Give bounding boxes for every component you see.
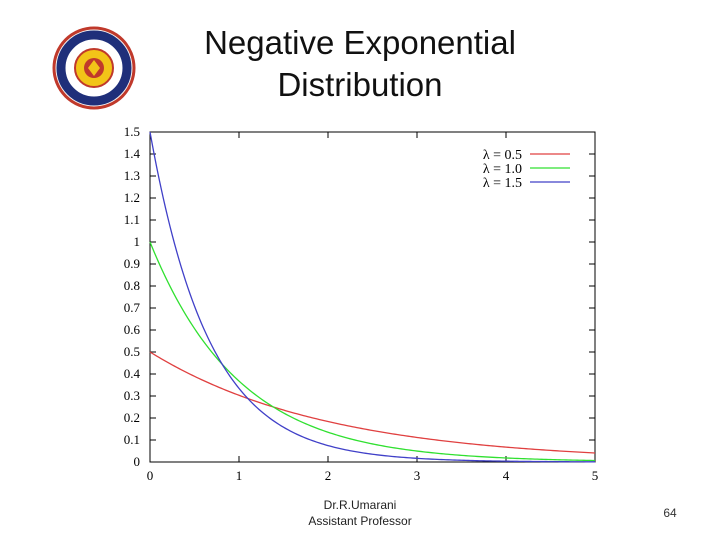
y-tick-label: 1.2 xyxy=(124,190,140,205)
slide-title-line-2: Distribution xyxy=(277,66,443,103)
axis-ticks xyxy=(149,131,596,463)
y-tick-label: 1.1 xyxy=(124,212,140,227)
y-tick-label: 1.5 xyxy=(124,124,140,139)
y-tick-label: 0.2 xyxy=(124,410,140,425)
slide-footer: Dr.R.Umarani Assistant Professor xyxy=(250,497,470,529)
series-line-3 xyxy=(149,131,596,463)
y-tick-label: 0.7 xyxy=(124,300,141,315)
y-tick-label: 0.4 xyxy=(124,366,141,381)
x-tick-label: 5 xyxy=(592,468,599,483)
y-tick-label: 0 xyxy=(134,454,141,469)
y-tick-label: 0.3 xyxy=(124,388,140,403)
x-tick-label: 2 xyxy=(325,468,332,483)
exponential-chart: 0 0.1 0.2 0.3 0.4 0.5 0.6 0.7 0.8 0.9 1 1.1 1.2 1.3 1.… xyxy=(124,124,599,483)
plot-frame xyxy=(149,131,596,463)
series-lines xyxy=(149,131,596,463)
y-tick-label: 1.3 xyxy=(124,168,140,183)
legend-label-1: λ = 0.5 xyxy=(483,148,522,163)
y-tick-label: 0.6 xyxy=(124,322,141,337)
y-tick-label: 0.5 xyxy=(124,344,140,359)
legend: λ = 0.5λ = 1.0λ = 1.5 xyxy=(483,148,570,191)
slide-title: Negative Exponential Distribution xyxy=(150,22,570,106)
x-tick-label: 1 xyxy=(236,468,243,483)
y-tick-label: 0.8 xyxy=(124,278,140,293)
institute-logo xyxy=(50,26,138,110)
plot-border xyxy=(149,131,596,463)
legend-label-2: λ = 1.0 xyxy=(483,162,522,177)
author-role: Assistant Professor xyxy=(308,514,412,528)
legend-label-3: λ = 1.5 xyxy=(483,176,522,191)
x-tick-labels: 0 1 2 3 4 5 xyxy=(147,468,599,483)
x-tick-label: 3 xyxy=(414,468,421,483)
y-tick-label: 1 xyxy=(134,234,141,249)
series-line-1 xyxy=(149,351,596,454)
y-tick-labels: 0 0.1 0.2 0.3 0.4 0.5 0.6 0.7 0.8 0.9 1 1.1 1.2 1.3 1.… xyxy=(124,124,141,469)
x-tick-label: 0 xyxy=(147,468,154,483)
x-tick-label: 4 xyxy=(503,468,510,483)
y-tick-label: 0.9 xyxy=(124,256,140,271)
y-tick-label: 1.4 xyxy=(124,146,141,161)
author-name: Dr.R.Umarani xyxy=(323,498,397,512)
slide-title-line-1: Negative Exponential xyxy=(204,24,516,61)
logo-emblem-mark xyxy=(88,60,100,76)
series-line-2 xyxy=(149,241,596,462)
page-number: 64 xyxy=(663,506,677,520)
y-tick-label: 0.1 xyxy=(124,432,140,447)
